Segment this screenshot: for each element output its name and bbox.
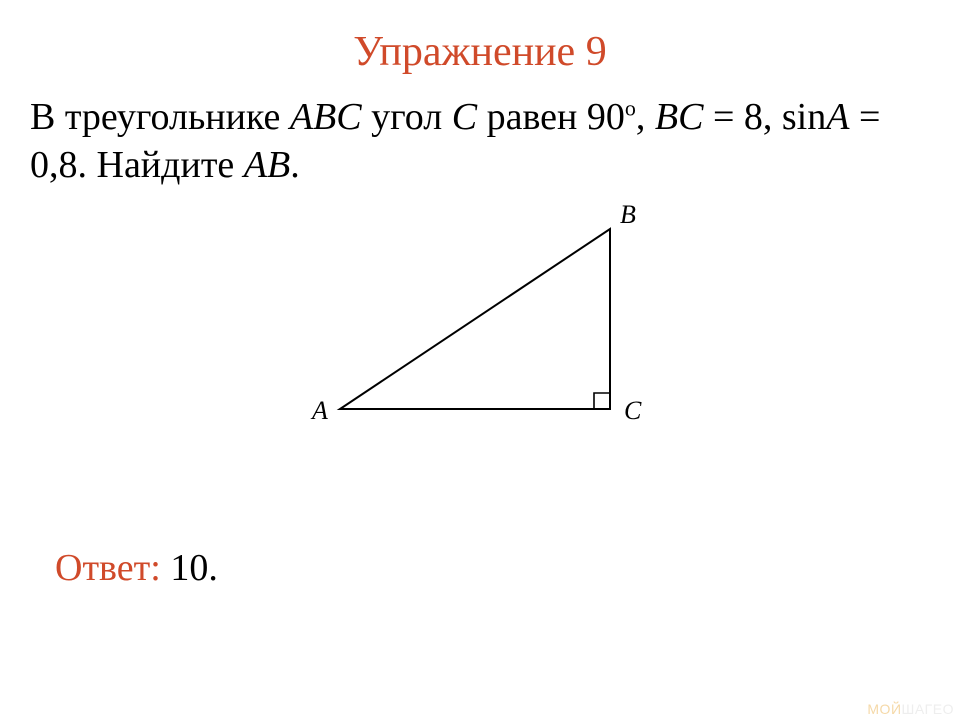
answer-label: Ответ: (55, 547, 170, 589)
var-abc: ABC (290, 96, 362, 138)
diagram-container: A B C (0, 199, 960, 454)
triangle-diagram: A B C (300, 199, 660, 449)
var-bc: BC (655, 96, 704, 138)
svg-text:B: B (620, 200, 636, 229)
watermark-my: МОЙ (867, 701, 901, 717)
text-fragment: , (636, 96, 655, 138)
text-fragment: В треугольнике (30, 96, 290, 138)
text-fragment: . (290, 144, 300, 186)
svg-text:A: A (310, 396, 328, 425)
problem-text: В треугольнике ABC угол C равен 90о, BC … (0, 76, 960, 189)
svg-text:C: C (624, 396, 642, 425)
watermark-shared: ШАГЕО (902, 701, 954, 717)
page-title: Упражнение 9 (0, 0, 960, 76)
answer-line: Ответ: 10. (55, 546, 218, 590)
watermark: МОЙШАГЕО (867, 701, 954, 717)
text-fragment: = 8, sin (703, 96, 826, 138)
text-fragment: угол (362, 96, 452, 138)
degree-symbol: о (625, 95, 636, 120)
text-fragment: равен 90 (477, 96, 625, 138)
answer-value: 10. (170, 547, 218, 589)
var-c: C (452, 96, 477, 138)
var-a: A (826, 96, 849, 138)
var-ab: AB (244, 144, 290, 186)
